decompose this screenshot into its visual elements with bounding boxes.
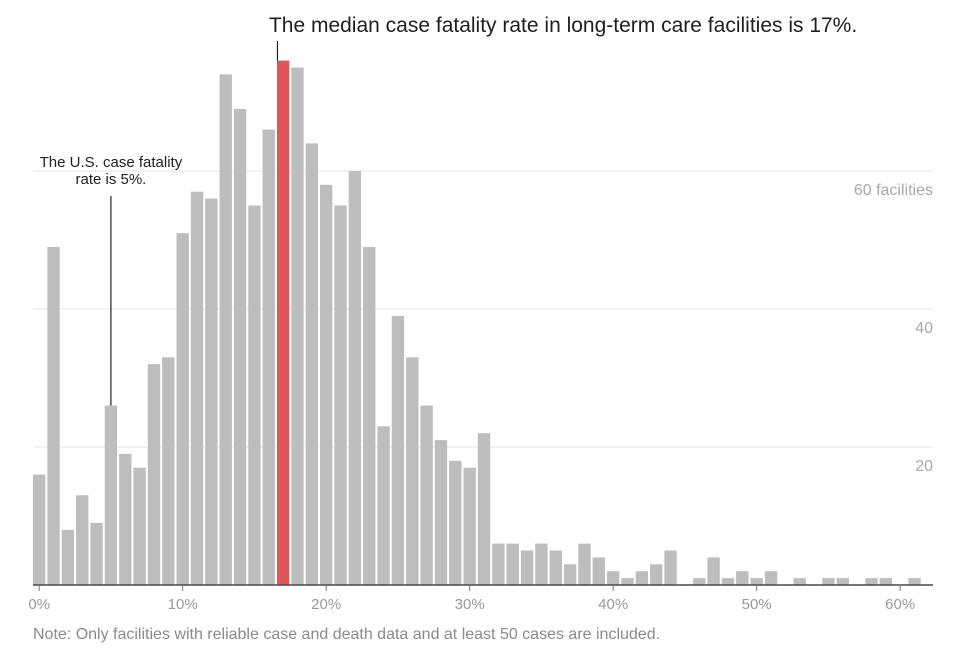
bar: [592, 557, 605, 585]
bar: [305, 143, 318, 585]
y-tick-label-60: 60 facilities: [854, 182, 933, 199]
bar: [535, 543, 548, 585]
x-tick-label: 60%: [885, 596, 915, 613]
bar: [262, 129, 275, 585]
bar: [190, 191, 204, 585]
bar: [205, 198, 218, 585]
bar: [377, 426, 390, 585]
bar: [707, 557, 720, 585]
bar: [563, 564, 577, 585]
x-tick-label: 20%: [311, 596, 341, 613]
bar: [822, 578, 835, 585]
x-tick-label: 50%: [742, 596, 772, 613]
bar: [664, 550, 677, 585]
bar: [434, 440, 448, 585]
bar: [320, 184, 333, 586]
bar: [520, 550, 534, 585]
bar: [176, 233, 189, 585]
y-tick-label-40: 40: [915, 320, 933, 337]
bar: [76, 495, 89, 585]
bar: [793, 578, 806, 585]
bar: [119, 453, 132, 585]
bar: [363, 246, 376, 585]
bar: [506, 543, 519, 585]
footnote: Note: Only facilities with reliable case…: [33, 626, 661, 643]
bar: [607, 571, 620, 585]
bar: [348, 171, 362, 585]
bar: [219, 74, 232, 586]
bar: [420, 405, 433, 585]
bar: [162, 357, 175, 585]
x-tick-labels: 0% 10% 20% 30% 40% 50% 60%: [28, 585, 915, 613]
bar: [635, 571, 649, 585]
bar: [693, 578, 706, 585]
bar: [133, 467, 146, 585]
bar: [650, 564, 663, 585]
bar: [836, 578, 849, 585]
bar: [61, 529, 75, 585]
bar: [248, 205, 261, 585]
bar: [47, 246, 60, 585]
x-tick-label: 40%: [598, 596, 628, 613]
x-tick-label: 30%: [455, 596, 485, 613]
bar: [104, 405, 118, 585]
bar: [33, 474, 46, 585]
bar: [764, 571, 778, 585]
bar: [908, 578, 921, 585]
bar: [334, 205, 347, 585]
bar: [233, 108, 247, 586]
bar: [621, 578, 634, 585]
bar: [721, 578, 735, 585]
bar: [578, 543, 591, 585]
bar: [865, 578, 878, 585]
bar: [549, 550, 562, 585]
annotations: The median case fatality rate in long-te…: [40, 14, 857, 406]
bar: [463, 467, 476, 585]
us-rate-annotation-line: The U.S. case fatality: [40, 154, 183, 171]
bar: [750, 578, 763, 585]
bar: [291, 67, 304, 585]
us-rate-annotation-line: rate is 5%.: [75, 171, 146, 188]
y-tick-label-20: 20: [915, 458, 933, 475]
bars: [33, 60, 921, 586]
median-annotation: The median case fatality rate in long-te…: [269, 14, 857, 37]
bar: [406, 357, 419, 585]
bar: [449, 460, 462, 585]
bar: [736, 571, 749, 585]
bar: [492, 543, 505, 585]
x-tick-label: 0%: [28, 596, 50, 613]
bar: [90, 522, 103, 585]
y-tick-labels: 20 40 60 facilities: [854, 182, 933, 475]
x-tick-label: 10%: [168, 596, 198, 613]
bar-median-highlight: [276, 60, 290, 586]
bar: [391, 315, 405, 585]
bar: [477, 433, 491, 585]
bar: [879, 578, 892, 585]
bar: [147, 364, 161, 585]
